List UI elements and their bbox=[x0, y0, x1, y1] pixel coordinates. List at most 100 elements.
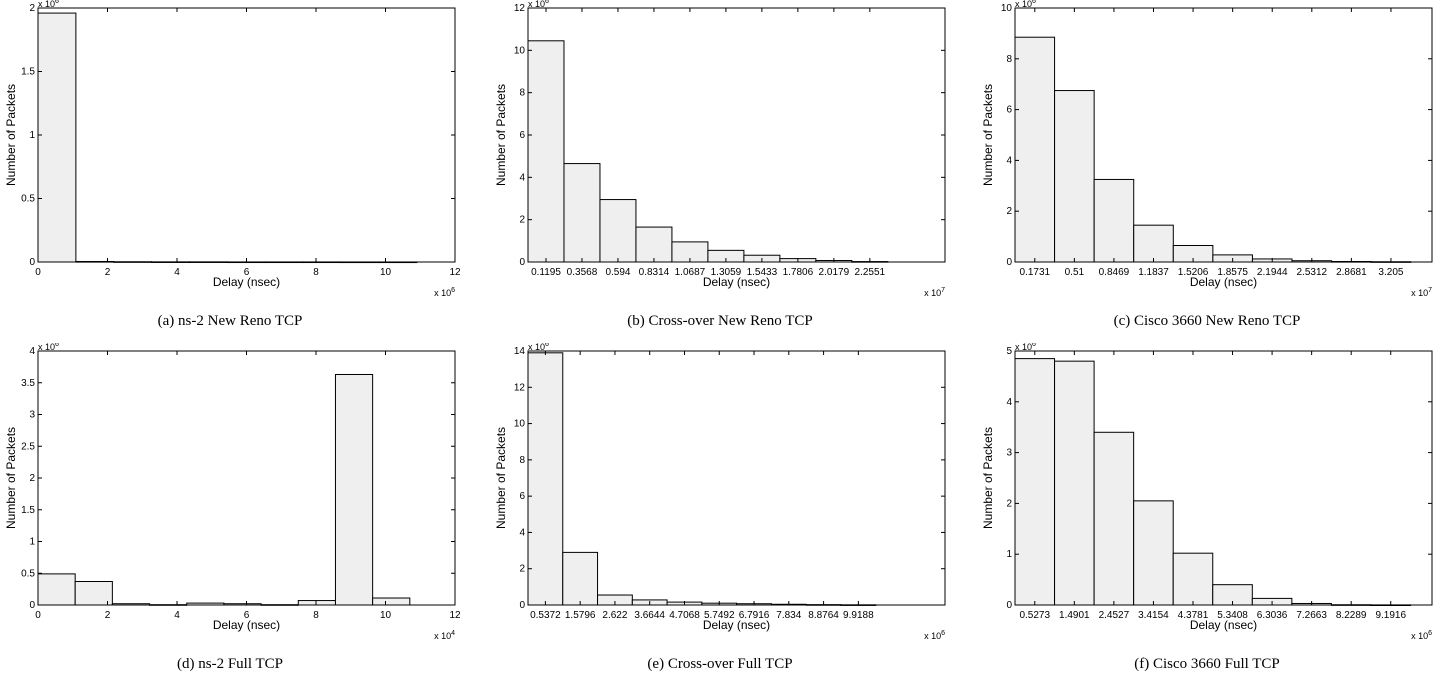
y-tick-label: 4 bbox=[1006, 397, 1012, 408]
y-axis-label: Number of Packets bbox=[4, 427, 18, 529]
x-tick-label: 4.7068 bbox=[669, 610, 700, 621]
histogram-bar bbox=[1133, 224, 1174, 263]
x-tick-label: 2 bbox=[105, 610, 111, 621]
x-axis-label: Delay (nsec) bbox=[703, 618, 770, 632]
x-tick-label: 2 bbox=[105, 267, 111, 278]
x-axis-multiplier: x 106 bbox=[434, 287, 455, 298]
x-tick-label: 0 bbox=[35, 610, 41, 621]
y-tick-label: 2 bbox=[1006, 498, 1012, 509]
x-tick-label: 0.5372 bbox=[530, 610, 561, 621]
histogram-f: 0 1 2 3 4 5 0.5273 1.4901 2.4527 3.4154 4.3781 5.34… bbox=[981, 343, 1433, 641]
y-tick-label: 12 bbox=[514, 3, 526, 14]
x-tick-label: 1.5796 bbox=[565, 610, 596, 621]
y-tick-label: 2 bbox=[29, 3, 35, 14]
caption-d: (d) ns-2 Full TCP bbox=[177, 656, 283, 672]
y-tick-label: 2 bbox=[519, 564, 525, 575]
histogram-bar bbox=[74, 581, 113, 606]
caption-f: (f) Cisco 3660 Full TCP bbox=[1134, 656, 1280, 672]
x-tick-label: 0.1195 bbox=[531, 267, 561, 278]
x-tick-label: 2.5312 bbox=[1297, 267, 1328, 278]
histogram-bar bbox=[1014, 36, 1056, 263]
y-tick-label: 1 bbox=[29, 130, 35, 141]
x-tick-label: 0.51 bbox=[1065, 267, 1085, 278]
x-axis-multiplier: x 107 bbox=[1411, 287, 1432, 298]
histogram-bar bbox=[297, 600, 336, 606]
y-tick-label: 1.5 bbox=[21, 505, 35, 516]
caption-b: (b) Cross-over New Reno TCP bbox=[627, 313, 813, 329]
y-tick-label: 0 bbox=[29, 257, 35, 268]
histogram-bar bbox=[1054, 90, 1095, 263]
histogram-d: 0 0.5 1 1.5 2 2.5 3 3.5 4 0 2 4 6 8 10 12 Delay (nsec) Nu… bbox=[4, 343, 460, 641]
x-tick-label: 10 bbox=[380, 610, 392, 621]
y-tick-label: 2 bbox=[1006, 206, 1012, 217]
x-tick-label: 7.2663 bbox=[1296, 610, 1327, 621]
y-axis-multiplier: x 106 bbox=[528, 343, 549, 352]
plot-frame bbox=[37, 350, 456, 606]
y-axis-multiplier: x 106 bbox=[38, 343, 59, 352]
histogram-bar bbox=[1133, 500, 1174, 606]
y-tick-label: 3 bbox=[29, 410, 35, 421]
x-axis-label: Delay (nsec) bbox=[1190, 618, 1257, 632]
x-tick-label: 5.3408 bbox=[1217, 610, 1248, 621]
x-axis-label: Delay (nsec) bbox=[703, 275, 770, 289]
x-tick-label: 2.622 bbox=[602, 610, 627, 621]
y-tick-label: 4 bbox=[29, 346, 35, 357]
y-tick-label: 6 bbox=[1006, 105, 1012, 116]
x-tick-label: 1.5206 bbox=[1178, 267, 1209, 278]
y-tick-label: 12 bbox=[514, 382, 526, 393]
y-tick-label: 6 bbox=[519, 491, 525, 502]
y-tick-label: 4 bbox=[519, 527, 525, 538]
x-tick-label: 3.4154 bbox=[1138, 610, 1169, 621]
y-tick-label: 10 bbox=[514, 45, 526, 56]
y-axis-multiplier: x 106 bbox=[528, 0, 549, 9]
x-tick-label: 5.7492 bbox=[704, 610, 735, 621]
y-axis-label: Number of Packets bbox=[494, 84, 508, 186]
x-tick-label: 0.594 bbox=[605, 267, 630, 278]
histogram-bar bbox=[1054, 360, 1095, 606]
x-tick-label: 8.8764 bbox=[808, 610, 839, 621]
y-tick-label: 14 bbox=[514, 346, 526, 357]
x-tick-label: 3.205 bbox=[1378, 267, 1403, 278]
x-tick-label: 6 bbox=[244, 267, 250, 278]
x-tick-label: 1.0687 bbox=[675, 267, 706, 278]
y-axis-label: Number of Packets bbox=[981, 84, 995, 186]
x-tick-label: 1.5433 bbox=[747, 267, 778, 278]
chart-panel-e: 0 2 4 6 8 10 12 14 0.5372 1.5796 2.622 3.6644 4.7068… bbox=[490, 343, 950, 673]
histogram-bar bbox=[635, 226, 673, 263]
x-tick-label: 8 bbox=[313, 610, 319, 621]
x-tick-label: 2.4527 bbox=[1099, 610, 1130, 621]
x-tick-label: 6.7916 bbox=[739, 610, 770, 621]
y-tick-label: 1.5 bbox=[21, 67, 35, 78]
x-tick-label: 6.3036 bbox=[1257, 610, 1288, 621]
histogram-bar bbox=[527, 352, 564, 606]
x-tick-label: 12 bbox=[449, 267, 460, 278]
x-axis-multiplier: x 107 bbox=[924, 287, 945, 298]
x-tick-label: 1.1837 bbox=[1138, 267, 1169, 278]
x-tick-label: 9.9188 bbox=[843, 610, 874, 621]
x-tick-label: 1.7806 bbox=[783, 267, 814, 278]
x-tick-label: 7.834 bbox=[776, 610, 801, 621]
x-tick-label: 2.0179 bbox=[819, 267, 850, 278]
y-tick-label: 8 bbox=[519, 88, 525, 99]
x-tick-label: 12 bbox=[449, 610, 460, 621]
histogram-bar bbox=[599, 199, 637, 263]
x-axis-multiplier: x 106 bbox=[1411, 630, 1432, 641]
plot-frame bbox=[37, 7, 456, 263]
x-tick-label: 3.6644 bbox=[634, 610, 665, 621]
y-tick-label: 1 bbox=[29, 537, 35, 548]
histogram-bar bbox=[1093, 178, 1135, 263]
x-tick-label: 4 bbox=[174, 267, 180, 278]
histogram-e: 0 2 4 6 8 10 12 14 0.5372 1.5796 2.622 3.6644 4.7068… bbox=[494, 343, 946, 641]
histogram-a: 0 0.5 1 1.5 2 0 2 4 6 8 10 12 Delay (nsec) Number of … bbox=[4, 0, 460, 298]
y-tick-label: 6 bbox=[519, 130, 525, 141]
x-tick-label: 0 bbox=[35, 267, 41, 278]
y-tick-label: 0 bbox=[519, 600, 525, 611]
histogram-bar bbox=[1014, 358, 1056, 606]
histogram-bar bbox=[527, 40, 565, 263]
y-tick-label: 3 bbox=[1006, 448, 1012, 459]
histogram-bar bbox=[563, 163, 601, 263]
x-tick-label: 9.1916 bbox=[1375, 610, 1406, 621]
x-tick-label: 8.2289 bbox=[1336, 610, 1367, 621]
x-tick-label: 1.3059 bbox=[711, 267, 742, 278]
